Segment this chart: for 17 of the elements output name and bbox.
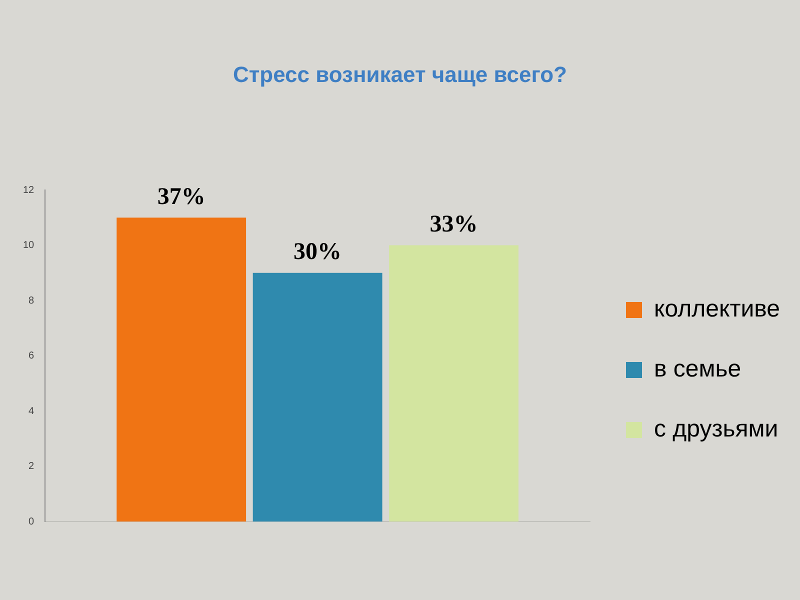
y-tick-label: 4: [28, 406, 35, 417]
y-tick-label: 10: [23, 240, 35, 252]
annotation: 30%: [294, 239, 342, 266]
y-tick-label: 0: [28, 516, 35, 528]
legend-label: в семье: [654, 356, 742, 383]
annotation: 33%: [430, 211, 478, 238]
y-tick-label: 2: [28, 461, 35, 472]
y-tick-label: 12: [23, 184, 35, 196]
legend-label: с друзьями: [654, 416, 778, 443]
y-tick-label: 6: [28, 350, 35, 362]
y-tick-label: 8: [28, 295, 35, 306]
bar: [252, 272, 382, 522]
bar: [389, 245, 518, 522]
annotation: 37%: [157, 184, 206, 210]
chart-title: Стресс возникает чаще всего?: [232, 62, 568, 88]
bar: [116, 218, 246, 522]
legend-label: коллективе: [654, 296, 780, 323]
